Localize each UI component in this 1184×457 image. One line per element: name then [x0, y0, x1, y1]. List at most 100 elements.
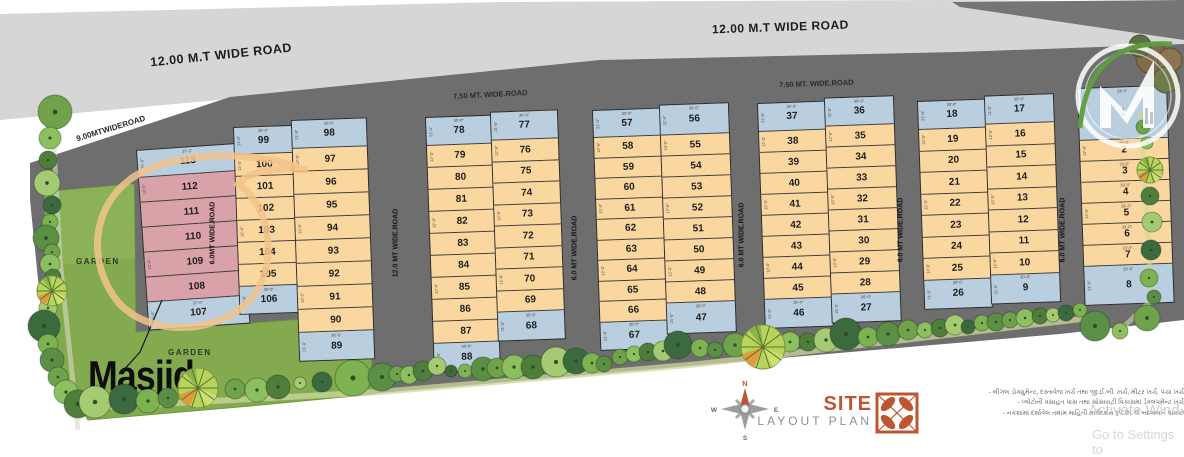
plot-depth-dim: 12'-0": [832, 257, 838, 268]
plot-cell: 30'-0" 21'-0" 57: [593, 108, 661, 138]
plot-number: 57: [621, 117, 633, 129]
top-road-12m: [0, 0, 1184, 120]
plot-cell: 12'-0" 22: [921, 192, 989, 216]
plot-depth-dim: 12'-0": [297, 223, 303, 234]
plot-number: 91: [329, 290, 341, 303]
plot-column: 30'-0" 21'-0" 36 12'-0" 35 34 33 12'-0" 32 31 30 12…: [823, 95, 902, 324]
plot-number: 28: [859, 276, 872, 289]
plot-cell: 42: [761, 213, 830, 237]
plot-number: 31: [857, 213, 869, 226]
plot-number: 4: [1122, 185, 1129, 197]
plot-cell: 30'-0" 21'-0" 27: [831, 292, 901, 323]
plot-number: 98: [323, 127, 336, 139]
plot-number: 30: [858, 234, 870, 247]
plot-frontage-dim: 30'-0": [453, 117, 464, 123]
plot-cell: 34: [826, 145, 896, 169]
road-label-vert-5: 6.0 MT WIDE.ROAD: [897, 197, 905, 263]
plot-cell: 39: [759, 150, 828, 174]
plot-depth-dim: 12'-0": [595, 142, 602, 153]
plot-depth-dim: 21'-0": [435, 352, 442, 363]
plot-number: 93: [327, 244, 340, 257]
plot-number: 29: [858, 255, 871, 268]
plot-cell: 30'-0" 21'-0" 9: [991, 272, 1061, 304]
plot-depth-dim: 12'-0": [923, 199, 929, 210]
plot-depth-dim: 21'-0": [499, 321, 506, 332]
plot-cell: 30'-0" 21'-0" 99: [234, 125, 293, 155]
plot-number: 8: [1125, 278, 1132, 290]
plot-number: 76: [519, 144, 531, 156]
plot-column: 30'-0" 21'-0" 77 12'-0" 76 75 74 12'-0" 73 72 71 12…: [489, 109, 566, 342]
plot-number: 81: [455, 193, 468, 205]
plot-number: 25: [951, 262, 964, 274]
plot-cell: 12'-0" 44: [763, 255, 832, 279]
garden-label-upper: GARDEN: [76, 257, 120, 266]
plot-depth-dim: 12'-0": [239, 226, 245, 237]
plot-depth-dim: 12'-0": [664, 203, 671, 214]
plot-frontage-dim: 30'-0": [461, 343, 472, 349]
plot-depth-dim: 12'-0": [829, 194, 836, 205]
plot-number: 5: [1123, 206, 1130, 218]
plot-number: 49: [693, 264, 706, 277]
plot-frontage-dim: 30'-0": [853, 97, 865, 104]
plot-number: 39: [787, 156, 800, 168]
plot-number: 53: [690, 180, 703, 193]
plot-number: 90: [330, 313, 342, 326]
plot-column: 30'-0" 21'-0" 18 12'-0" 19 20 21 12'-0" 22 23 24 12…: [917, 98, 994, 310]
plot-cell: 12'-0" 49: [665, 259, 735, 283]
plot-cell: 11: [989, 229, 1059, 254]
plot-depth-dim: 21'-0": [759, 112, 766, 123]
plot-number: 100: [255, 158, 273, 171]
plot-depth-dim: 21'-0": [149, 310, 156, 322]
plot-number: 107: [189, 306, 208, 319]
plot-number: 9: [1022, 282, 1029, 294]
plot-column: 30'-0" 21'-0" 78 12'-0" 79 80 81 12'-0" 82 83 84 12…: [425, 114, 501, 373]
plot-cell: 101: [235, 174, 295, 199]
plot-cell: 65: [598, 279, 667, 302]
plot-cell: 12'-0" 100: [234, 152, 294, 177]
plot-cell: 12'-0" 76: [491, 138, 559, 163]
plot-cell: 24: [922, 235, 991, 259]
plot-number: 44: [791, 261, 803, 273]
plot-number: 97: [324, 152, 336, 165]
plot-cell: 33: [827, 166, 897, 190]
plot-number: 35: [854, 129, 866, 142]
plot-number: 15: [1015, 149, 1027, 161]
plot-number: 101: [256, 180, 274, 193]
plot-frontage-dim: 30'-0": [695, 302, 707, 308]
garden-area-shade: [45, 184, 135, 266]
plot-cell: 12'-0" 25: [923, 256, 992, 281]
plot-cell: 12'-0" 97: [292, 146, 368, 172]
plot-number: 50: [693, 243, 705, 256]
plot-number: 2: [1121, 143, 1128, 155]
plot-depth-dim: 21'-0": [427, 126, 434, 137]
plot-depth-dim: 21'-0": [919, 110, 926, 121]
plot-depth-dim: 12'-0": [294, 154, 300, 165]
plot-number: 103: [258, 224, 276, 237]
plot-number: 54: [690, 159, 702, 172]
plot-depth-dim: 12'-0": [1081, 145, 1087, 156]
plot-cell: 81: [428, 187, 495, 212]
plot-cell: 12'-0" 38: [759, 129, 827, 153]
plot-cell: 69: [497, 288, 564, 313]
plot-number: 43: [790, 240, 803, 252]
plot-number: 96: [325, 175, 337, 188]
plot-cell: 12'-0" 94: [295, 215, 370, 241]
plot-frontage-dim: 30'-0": [331, 331, 342, 338]
plot-cell: 30'-0" 21'-0" 88: [433, 341, 500, 372]
plot-depth-dim: 21'-0": [1080, 109, 1086, 120]
plot-depth-dim: 21'-0": [661, 114, 668, 126]
plot-cell: 12'-0" 52: [663, 196, 732, 220]
plot-cell: 30'-0" 21'-0" 56: [659, 103, 729, 136]
plot-depth-dim: 12'-0": [925, 263, 931, 275]
plot-frontage-dim: 30'-0": [263, 286, 274, 292]
plot-cell: 93: [296, 238, 371, 264]
plot-cell: 30'-0" 21'-0" 37: [758, 101, 826, 132]
plot-depth-dim: 21'-0": [993, 283, 999, 295]
plot-cell: 30'-0" 21'-0" 78: [426, 115, 492, 146]
watermark-settings-line: Go to Settings to: [1092, 427, 1175, 457]
plot-number: 92: [328, 267, 340, 280]
plot-number: 86: [459, 303, 471, 315]
plot-number: 71: [523, 251, 535, 263]
plot-number: 59: [622, 161, 635, 173]
plot-frontage-dim: 30'-0": [323, 119, 335, 126]
